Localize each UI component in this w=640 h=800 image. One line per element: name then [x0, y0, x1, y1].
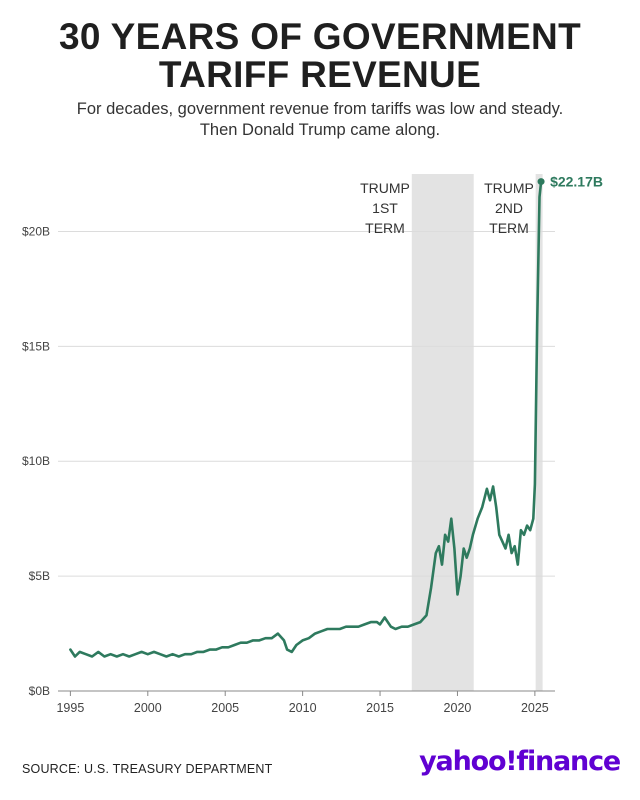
subtitle: For decades, government revenue from tar…	[0, 99, 640, 141]
x-tick-label: 2020	[444, 701, 472, 715]
end-value-label: $22.17B	[550, 174, 603, 190]
shaded-period-label-1: TERM	[365, 220, 405, 236]
y-tick-label: $5B	[29, 569, 50, 583]
x-tick-label: 2015	[366, 701, 394, 715]
x-tick-label: 2000	[134, 701, 162, 715]
title-line-2: TARIFF REVENUE	[158, 54, 482, 95]
annotation-layer: $22.17B TRUMP 1ST TERM TRUMP 2ND TERM	[360, 174, 603, 236]
y-tick-label: $0B	[29, 684, 50, 698]
series-layer	[69, 178, 545, 658]
subtitle-line-2: Then Donald Trump came along.	[199, 121, 441, 139]
source-note: SOURCE: U.S. TREASURY DEPARTMENT	[22, 762, 273, 776]
axes: $0B $5B $10B $15B $20B 1995 2000 2005 2010 2015 20…	[22, 224, 555, 715]
shaded-period-label-2: TRUMP	[484, 180, 534, 196]
y-tick-label: $10B	[22, 454, 50, 468]
subtitle-line-1: For decades, government revenue from tar…	[76, 100, 564, 118]
page-title: 30 YEARS OF GOVERNMENT TARIFF REVENUE	[0, 18, 640, 94]
end-point-dot	[537, 178, 545, 186]
shaded-period-label-1: TRUMP	[360, 180, 410, 196]
title-line-1: 30 YEARS OF GOVERNMENT	[59, 16, 581, 57]
y-tick-label: $20B	[22, 224, 50, 238]
shaded-period-label-2: TERM	[489, 220, 529, 236]
x-tick-label: 2025	[521, 701, 549, 715]
y-tick-label: $15B	[22, 339, 50, 353]
grid-lines	[58, 230, 555, 577]
shaded-period-1	[411, 174, 474, 691]
x-tick-label: 1995	[56, 701, 84, 715]
shaded-periods	[411, 174, 543, 691]
x-tick-label: 2005	[211, 701, 239, 715]
shaded-period-label-1: 1ST	[372, 200, 398, 216]
shaded-period-label-2: 2ND	[495, 200, 523, 216]
x-tick-label: 2010	[289, 701, 317, 715]
yahoo-finance-logo: yahoo!finance	[419, 746, 621, 777]
tariff-revenue-chart: $0B $5B $10B $15B $20B 1995 2000 2005 2010 2015 20…	[22, 174, 603, 715]
tariff-revenue-line	[69, 180, 543, 658]
shaded-period-2	[535, 174, 543, 691]
